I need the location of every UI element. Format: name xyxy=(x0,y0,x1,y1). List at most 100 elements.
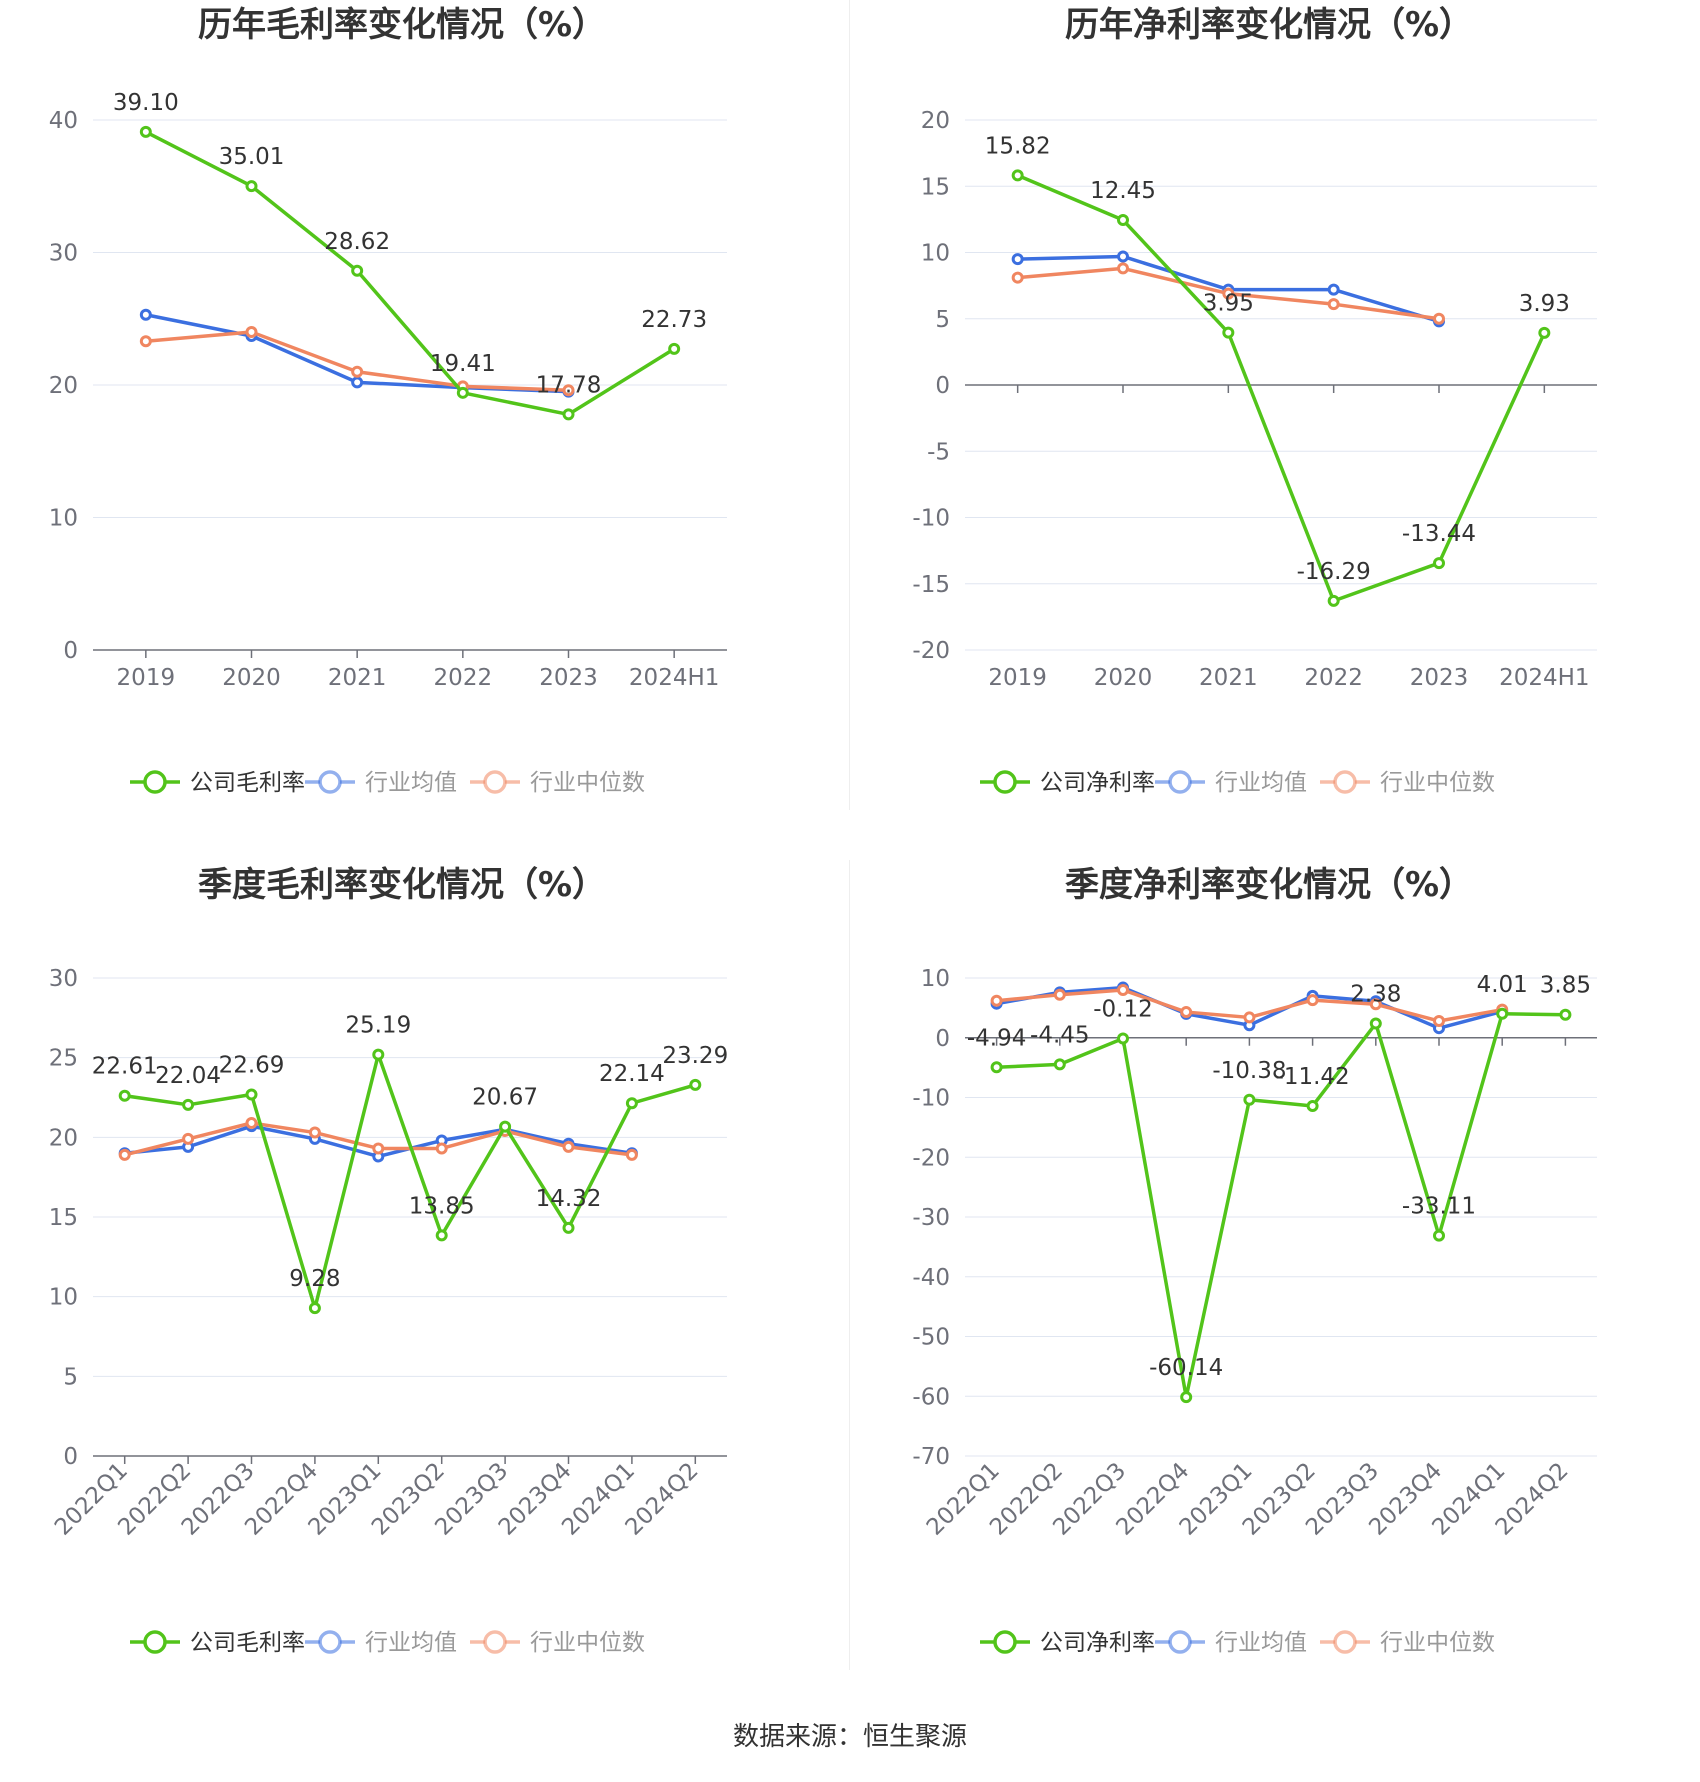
annual-gross-margin-chart: 历年毛利率变化情况（%） 0 10 20 30 40 2019 2020 2021 2022 202… xyxy=(0,0,850,860)
legend-swatch-marker xyxy=(318,770,342,794)
data-label: 35.01 xyxy=(219,144,285,170)
legend-swatch-marker xyxy=(483,1630,507,1654)
y-tick-label: 0 xyxy=(63,638,78,664)
y-tick-label: 20 xyxy=(921,108,950,134)
legend-label: 行业均值 xyxy=(1215,770,1307,796)
chart-title: 季度净利率变化情况（%） xyxy=(1065,865,1473,905)
data-label: 9.28 xyxy=(289,1266,340,1292)
data-label: 25.19 xyxy=(345,1013,411,1039)
quarterly-gross-margin-svg: 季度毛利率变化情况（%）0510152025302022Q12022Q22022… xyxy=(49,865,729,1656)
x-tick-label: 2021 xyxy=(1199,665,1258,691)
y-tick-label: 15 xyxy=(49,1205,78,1231)
data-point xyxy=(245,326,258,338)
data-point xyxy=(1433,557,1445,570)
legend-swatch-marker xyxy=(1168,770,1192,794)
y-tick-label: -30 xyxy=(912,1205,950,1231)
data-label: 28.62 xyxy=(324,229,390,255)
data-point xyxy=(1011,271,1024,284)
data-label: 22.14 xyxy=(599,1061,665,1087)
y-tick-label: 40 xyxy=(49,108,78,134)
data-point xyxy=(1222,287,1235,300)
y-tick-label: 5 xyxy=(63,1364,78,1390)
data-label: 19.41 xyxy=(430,351,496,377)
data-point xyxy=(1306,1099,1319,1112)
legend-swatch-marker xyxy=(1333,1630,1357,1654)
data-point xyxy=(1180,1006,1193,1019)
data-point xyxy=(1180,1391,1193,1404)
y-tick-label: 0 xyxy=(935,1026,950,1052)
legend-swatch-marker xyxy=(993,770,1017,794)
data-point xyxy=(372,1048,385,1061)
y-tick-label: -50 xyxy=(912,1325,950,1351)
data-label: 14.32 xyxy=(536,1186,602,1212)
data-label: 3.95 xyxy=(1203,291,1254,317)
quarterly-net-margin-svg: 季度净利率变化情况（%）-70-60-50-40-30-20-100102022… xyxy=(912,865,1597,1656)
data-point xyxy=(689,1078,702,1091)
legend-swatch-marker xyxy=(1168,1630,1192,1654)
y-tick-label: -10 xyxy=(912,506,950,532)
data-point xyxy=(182,1098,195,1111)
data-point xyxy=(562,408,575,421)
data-point xyxy=(1117,1032,1129,1045)
annual-gross-margin-svg: 历年毛利率变化情况（%） 0 10 20 30 40 2019 2020 2021 2022 202… xyxy=(49,5,727,796)
legend-swatch-marker xyxy=(483,770,507,794)
annual-net-margin-svg: 历年净利率变化情况（%） -20 -15 -10 -5 0 5 10 15 20 2019 2020 2… xyxy=(912,5,1597,796)
data-point xyxy=(1117,250,1129,263)
data-point xyxy=(1222,326,1235,339)
x-tick-label: 2024H1 xyxy=(629,665,719,691)
y-tick-label: -20 xyxy=(912,638,950,664)
data-label: -11.42 xyxy=(1276,1064,1350,1090)
data-label: 4.01 xyxy=(1477,972,1528,998)
data-point xyxy=(351,365,364,378)
data-point xyxy=(245,1116,258,1129)
data-point xyxy=(435,1142,448,1155)
data-point xyxy=(1243,1011,1256,1024)
series-line xyxy=(1016,173,1546,603)
y-tick-label: 25 xyxy=(49,1046,78,1072)
data-point xyxy=(1011,169,1024,182)
data-point xyxy=(562,1221,575,1234)
data-point xyxy=(1433,312,1445,325)
legend-swatch-marker xyxy=(318,1630,342,1654)
legend-label: 行业中位数 xyxy=(1380,1630,1495,1656)
panel-divider-bottom xyxy=(849,860,850,1670)
x-tick-label: 2024H1 xyxy=(1499,665,1589,691)
data-label: 22.04 xyxy=(155,1063,221,1089)
data-point xyxy=(1559,1008,1572,1021)
data-label: -10.38 xyxy=(1212,1058,1286,1084)
data-label: 23.29 xyxy=(662,1043,728,1069)
data-label: 3.85 xyxy=(1540,973,1591,999)
data-point xyxy=(1011,253,1024,266)
legend-label: 行业中位数 xyxy=(530,1630,645,1656)
data-source-text: 数据来源：恒生聚源 xyxy=(732,1722,967,1752)
data-point xyxy=(139,308,152,321)
data-point xyxy=(1306,994,1319,1007)
y-tick-label: 10 xyxy=(921,241,950,267)
y-tick-label: -15 xyxy=(912,572,950,598)
data-point xyxy=(562,1140,575,1153)
x-tick-label: 2020 xyxy=(222,665,281,691)
data-point xyxy=(1117,262,1129,275)
legend-label: 行业均值 xyxy=(365,770,457,796)
x-tick-label: 2023 xyxy=(539,665,598,691)
data-point xyxy=(990,994,1003,1007)
x-tick-label: 2019 xyxy=(988,665,1047,691)
y-tick-label: -5 xyxy=(927,439,950,465)
data-point xyxy=(351,376,364,389)
data-label: 12.45 xyxy=(1090,178,1156,204)
data-point xyxy=(456,386,469,399)
quarterly-gross-margin-chart: 季度毛利率变化情况（%） 0 5 10 15 20 25 30 2022Q1 2022Q2 2022… xyxy=(0,860,850,1720)
legend-label: 行业均值 xyxy=(1215,1630,1307,1656)
data-point xyxy=(118,1148,131,1161)
x-tick-label: 2022 xyxy=(434,665,493,691)
series-line xyxy=(145,130,676,417)
y-tick-label: 20 xyxy=(49,1125,78,1151)
x-tick-label: 2020 xyxy=(1094,665,1153,691)
data-label: 2.38 xyxy=(1350,982,1401,1008)
y-tick-label: -10 xyxy=(912,1086,950,1112)
data-point xyxy=(1538,326,1551,339)
data-point xyxy=(1117,214,1129,227)
data-point xyxy=(990,1061,1003,1074)
chart-title: 历年净利率变化情况（%） xyxy=(1065,5,1473,45)
data-label: 22.61 xyxy=(92,1054,158,1080)
